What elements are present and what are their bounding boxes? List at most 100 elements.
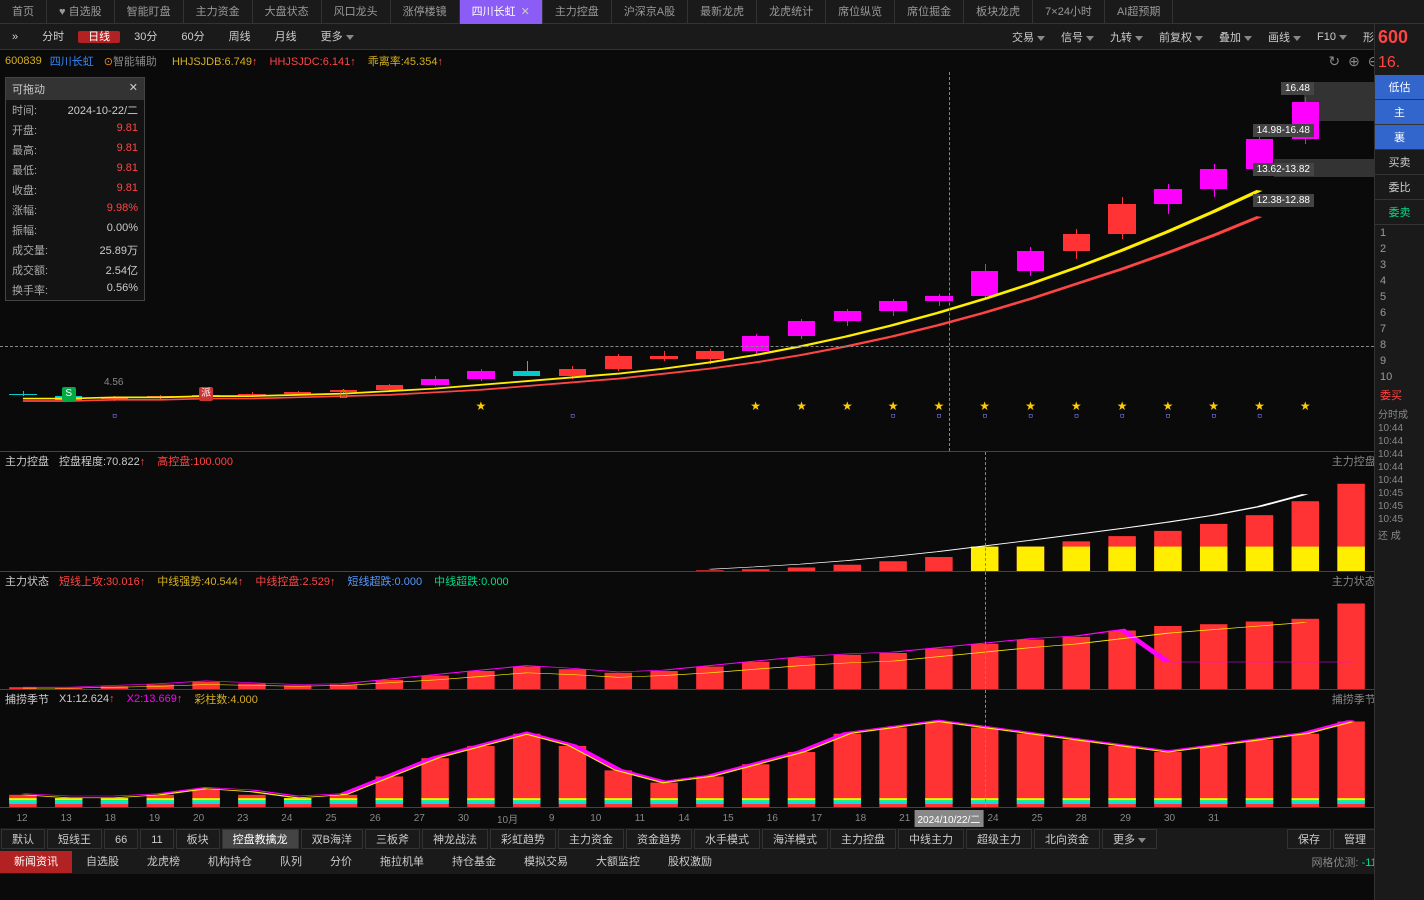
tab-close-icon[interactable]: ✕ — [521, 6, 530, 18]
timeframe-btn[interactable]: 周线 — [219, 31, 261, 43]
right-level[interactable]: 10 — [1375, 369, 1424, 385]
top-tab[interactable]: 首页 — [0, 0, 47, 24]
tf-right-item[interactable]: 九转 — [1102, 29, 1151, 45]
timeframe-btn[interactable]: 月线 — [265, 31, 307, 43]
bar — [788, 658, 815, 690]
smart-icon[interactable]: ⊙ — [104, 55, 113, 68]
bottom-tab[interactable]: 自选股 — [72, 851, 133, 873]
timeframe-bar: » 分时日线30分60分周线月线更多 交易信号九转前复权叠加画线F10形态 — [0, 24, 1424, 50]
main-kline-chart[interactable]: 可拖动✕ 时间:2024-10-22/二开盘:9.81最高:9.81最低:9.8… — [0, 72, 1424, 452]
right-level[interactable]: 3 — [1375, 257, 1424, 273]
strategy-tab[interactable]: 更多 — [1102, 829, 1157, 849]
tf-right-item[interactable]: 交易 — [1004, 29, 1053, 45]
right-label[interactable]: 裏 — [1375, 125, 1424, 150]
strategy-tab[interactable]: 资金趋势 — [626, 829, 692, 849]
top-tab[interactable]: 最新龙虎 — [688, 0, 757, 24]
bottom-tab[interactable]: 龙虎榜 — [133, 851, 194, 873]
info-bar: 600839 四川长虹 ⊙ 智能辅助 HHJSJDB:6.749↑HHJSJDC… — [0, 50, 1424, 72]
top-tab[interactable]: 龙虎统计 — [757, 0, 826, 24]
strategy-tab[interactable]: 中线主力 — [898, 829, 964, 849]
top-tab[interactable]: 主力控盘 — [543, 0, 612, 24]
right-level[interactable]: 4 — [1375, 273, 1424, 289]
top-tab[interactable]: 涨停楼镜 — [391, 0, 460, 24]
timeframe-btn[interactable]: 60分 — [171, 31, 214, 43]
top-tab[interactable]: 席位纵览 — [826, 0, 895, 24]
right-label[interactable]: 主 — [1375, 100, 1424, 125]
data-panel[interactable]: 可拖动✕ 时间:2024-10-22/二开盘:9.81最高:9.81最低:9.8… — [5, 77, 145, 301]
strategy-tab[interactable]: 水手模式 — [694, 829, 760, 849]
sub-panel-2[interactable]: 主力状态短线上攻:30.016↑中线强势:40.544↑中线控盘:2.529↑短… — [0, 572, 1424, 690]
timeframe-btn[interactable]: 分时 — [32, 31, 74, 43]
right-level[interactable]: 9 — [1375, 353, 1424, 369]
right-level[interactable]: 7 — [1375, 321, 1424, 337]
right-level[interactable]: 8 — [1375, 337, 1424, 353]
top-tab[interactable]: 风口龙头 — [322, 0, 391, 24]
top-tab[interactable]: 四川长虹✕ — [460, 0, 543, 24]
sub-crosshair — [985, 572, 986, 689]
strategy-tab[interactable]: 双B海洋 — [301, 829, 363, 849]
bar — [834, 734, 861, 807]
top-tab[interactable]: 沪深京A股 — [612, 0, 688, 24]
top-tab[interactable]: 7×24小时 — [1033, 0, 1105, 24]
panel-close-icon[interactable]: ✕ — [129, 81, 138, 97]
refresh-icon[interactable]: ↻ — [1328, 53, 1340, 70]
tf-right-item[interactable]: 叠加 — [1211, 29, 1260, 45]
timeframe-btn[interactable]: 日线 — [78, 31, 120, 43]
strategy-tab[interactable]: 66 — [104, 829, 138, 849]
strategy-tab[interactable]: 短线王 — [47, 829, 102, 849]
bottom-tab[interactable]: 模拟交易 — [510, 851, 582, 873]
bottom-tab[interactable]: 机构持仓 — [194, 851, 266, 873]
right-level[interactable]: 6 — [1375, 305, 1424, 321]
right-item[interactable]: 买卖 — [1375, 150, 1424, 175]
strategy-tab[interactable]: 三板斧 — [365, 829, 420, 849]
strategy-tab[interactable]: 主力资金 — [558, 829, 624, 849]
right-level[interactable]: 5 — [1375, 289, 1424, 305]
tab-action[interactable]: 管理 — [1333, 829, 1377, 849]
strategy-tab[interactable]: 控盘教擒龙 — [222, 829, 299, 849]
sub-panel-3[interactable]: 捕捞季节X1:12.624↑X2:13.669↑彩柱数:4.000捕捞季节⚙?✕… — [0, 690, 1424, 808]
tf-right-item[interactable]: 信号 — [1053, 29, 1102, 45]
top-tab[interactable]: 板块龙虎 — [964, 0, 1033, 24]
top-tab[interactable]: 席位掘金 — [895, 0, 964, 24]
date-tick: 11 — [635, 813, 645, 824]
right-item[interactable]: 委比 — [1375, 175, 1424, 200]
tf-right-item[interactable]: F10 — [1309, 31, 1355, 43]
strategy-tab[interactable]: 超级主力 — [966, 829, 1032, 849]
sub-indicator: 高控盘:100.000 — [157, 453, 233, 469]
strategy-tab[interactable]: 11 — [140, 829, 173, 849]
bottom-tab[interactable]: 股权激励 — [654, 851, 726, 873]
strategy-tab[interactable]: 海洋模式 — [762, 829, 828, 849]
right-level[interactable]: 委买 — [1375, 385, 1424, 405]
strategy-tab[interactable]: 北向资金 — [1034, 829, 1100, 849]
bottom-tab[interactable]: 分价 — [316, 851, 366, 873]
strategy-tab[interactable]: 主力控盘 — [830, 829, 896, 849]
add-icon[interactable]: ⊕ — [1348, 53, 1360, 70]
bottom-tab[interactable]: 大额监控 — [582, 851, 654, 873]
strategy-tab[interactable]: 神龙战法 — [422, 829, 488, 849]
top-tab[interactable]: AI超预期 — [1105, 0, 1173, 24]
stock-name[interactable]: 四川长虹 — [50, 53, 94, 69]
top-tab[interactable]: ♥ 自选股 — [47, 0, 115, 24]
sub-panel-1[interactable]: 主力控盘控盘程度:70.822↑高控盘:100.000主力控盘⚙?✕209.61… — [0, 452, 1424, 572]
strategy-tab[interactable]: 彩虹趋势 — [490, 829, 556, 849]
tf-right-item[interactable]: 前复权 — [1151, 29, 1211, 45]
tf-right-item[interactable]: 画线 — [1260, 29, 1309, 45]
right-level[interactable]: 1 — [1375, 225, 1424, 241]
timeframe-btn[interactable]: 30分 — [124, 31, 167, 43]
bottom-tab[interactable]: 新闻资讯 — [0, 851, 72, 873]
expand-icon[interactable]: » — [2, 26, 28, 48]
right-level[interactable]: 2 — [1375, 241, 1424, 257]
top-tab[interactable]: 大盘状态 — [253, 0, 322, 24]
right-label[interactable]: 低估 — [1375, 75, 1424, 100]
strategy-tab[interactable]: 板块 — [176, 829, 220, 849]
top-tab[interactable]: 智能盯盘 — [115, 0, 184, 24]
bottom-tab[interactable]: 拖拉机单 — [366, 851, 438, 873]
top-tab[interactable]: 主力资金 — [184, 0, 253, 24]
strategy-tab[interactable]: 默认 — [1, 829, 45, 849]
timeframe-btn[interactable]: 更多 — [311, 31, 364, 43]
bottom-tab[interactable]: 队列 — [266, 851, 316, 873]
tab-action[interactable]: 保存 — [1287, 829, 1331, 849]
right-item[interactable]: 委卖 — [1375, 200, 1424, 225]
bottom-tab[interactable]: 持仓基金 — [438, 851, 510, 873]
smart-assist[interactable]: 智能辅助 — [113, 53, 157, 69]
